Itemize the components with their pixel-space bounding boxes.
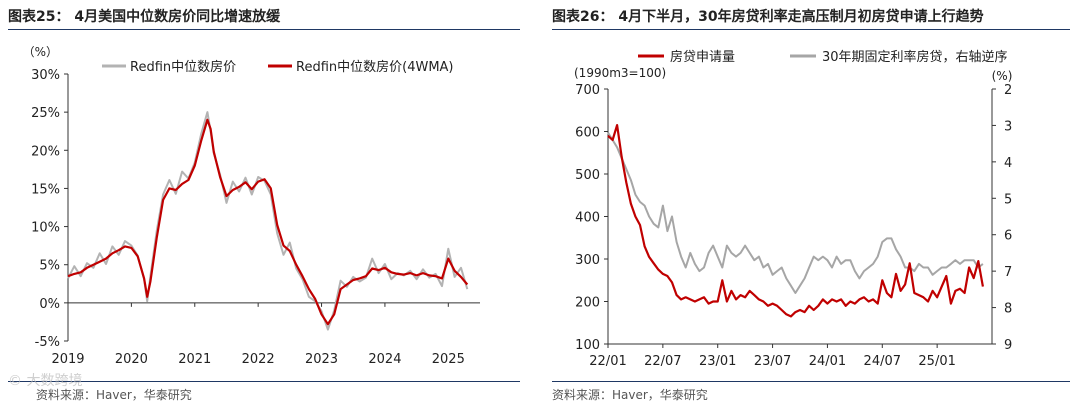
left-x-tick-label: 2020	[115, 352, 148, 367]
right-left-y-tick-label: 400	[575, 211, 600, 226]
right-right-y-tick-label: 9	[1004, 338, 1012, 353]
left-x-tick-label: 2024	[368, 352, 401, 367]
left-bottom-rule	[8, 381, 520, 382]
right-legend-label: 房贷申请量	[670, 49, 735, 65]
right-left-y-tick-label: 600	[575, 126, 600, 141]
right-right-y-tick-label: 7	[1004, 265, 1012, 280]
left-y-tick-label: 20%	[31, 144, 60, 159]
right-right-y-tick-label: 5	[1004, 192, 1012, 207]
left-y-unit-label: （%）	[23, 45, 58, 59]
left-legend-label: Redfin中位数房价	[130, 59, 236, 75]
right-x-tick-label: 22/01	[589, 354, 626, 369]
right-right-unit-label: (%)	[992, 69, 1013, 83]
right-series-applications-line	[607, 123, 984, 318]
right-right-y-tick-label: 3	[1004, 119, 1012, 134]
left-series-4wma-line	[67, 118, 469, 326]
left-y-tick-label: 10%	[31, 221, 60, 236]
left-chart: （%） 30% 25% 20% 15% 10% 5% 0% -5% 2019 2020 2021 202…	[23, 45, 480, 367]
right-left-y-tick-label: 300	[575, 253, 600, 268]
right-chart-title: 图表26： 4月下半月，30年房贷利率走高压制月初房贷申请上行趋势	[552, 9, 984, 25]
left-title-rule	[8, 29, 520, 30]
right-right-y-tick-label: 2	[1004, 83, 1012, 98]
left-x-tick-label: 2025	[432, 352, 465, 367]
left-y-tick-label: 25%	[31, 106, 60, 121]
left-y-tick-label: -5%	[35, 335, 60, 350]
right-chart: (1990m3=100) (%) 700 600 500 400 300 200 100 2 3 4 5…	[574, 49, 1013, 369]
left-x-tick-label: 2023	[305, 352, 338, 367]
right-left-y-tick-label: 100	[575, 338, 600, 353]
left-legend-label: Redfin中位数房价(4WMA)	[296, 59, 454, 75]
right-x-tick-label: 24/01	[809, 354, 846, 369]
left-x-tick-label: 2022	[242, 352, 275, 367]
watermark: © 大数跨境	[8, 373, 83, 389]
left-x-tick-label: 2019	[51, 352, 84, 367]
left-y-tick-label: 0%	[39, 297, 60, 312]
left-y-tick-label: 30%	[31, 68, 60, 83]
right-source-note: 资料来源：Haver，华泰研究	[552, 388, 708, 402]
right-left-y-tick-label: 200	[575, 296, 600, 311]
right-x-tick-label: 25/01	[918, 354, 955, 369]
right-right-y-tick-label: 6	[1004, 229, 1012, 244]
right-x-tick-label: 23/01	[699, 354, 736, 369]
left-chart-title: 图表25： 4月美国中位数房价同比增速放缓	[8, 9, 281, 25]
left-y-tick-label: 5%	[39, 259, 60, 274]
right-x-tick-label: 24/07	[864, 354, 901, 369]
left-x-tick-label: 2021	[178, 352, 211, 367]
right-legend-label: 30年期固定利率房贷，右轴逆序	[822, 49, 1008, 65]
right-title-rule	[552, 29, 1070, 30]
left-y-tick-label: 15%	[31, 182, 60, 197]
right-left-y-tick-label: 500	[575, 168, 600, 183]
right-right-y-tick-label: 8	[1004, 302, 1012, 317]
right-series-mortgage-rate-line	[607, 132, 984, 294]
left-series-raw-line	[67, 111, 469, 331]
left-source-note: 资料来源：Haver，华泰研究	[36, 388, 192, 402]
right-x-tick-label: 22/07	[644, 354, 681, 369]
right-x-tick-label: 23/07	[754, 354, 791, 369]
right-left-unit-label: (1990m3=100)	[574, 66, 666, 80]
right-bottom-rule	[552, 381, 1070, 382]
right-right-y-tick-label: 4	[1004, 156, 1012, 171]
right-left-y-tick-label: 700	[575, 83, 600, 98]
